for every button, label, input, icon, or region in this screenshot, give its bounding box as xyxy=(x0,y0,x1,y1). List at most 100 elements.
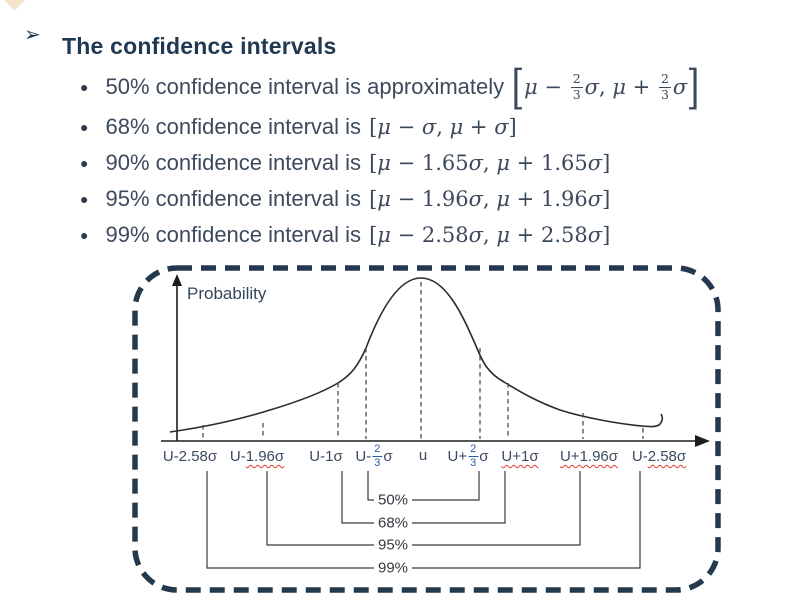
comma: , xyxy=(482,187,497,211)
open-bracket: [ xyxy=(369,223,378,247)
mu: μ xyxy=(524,75,538,99)
coefficient: 2.58 xyxy=(540,223,588,247)
denominator: 3 xyxy=(468,455,479,469)
item-text: 95% confidence interval is xyxy=(105,186,362,211)
sigma: σ xyxy=(494,115,509,139)
minus: − xyxy=(537,75,569,99)
minus: − xyxy=(390,223,422,247)
axis-label-plus-two-thirds: U+ 2 3 σ xyxy=(448,443,489,469)
denominator: 3 xyxy=(658,86,671,102)
normal-curve xyxy=(169,277,664,433)
x-axis-arrow-icon xyxy=(695,435,710,447)
mu: μ xyxy=(612,75,626,99)
plus: + xyxy=(510,187,541,211)
item-formula: [μ − σ, μ + σ] xyxy=(369,115,517,139)
close-bracket: ] xyxy=(602,223,611,247)
label-text: u xyxy=(418,447,428,464)
mu: μ xyxy=(496,223,510,247)
coefficient: 1.96 xyxy=(421,187,469,211)
close-bracket: ] xyxy=(686,59,700,115)
axis-label-minus-two-thirds: U- 2 3 σ xyxy=(355,443,392,469)
sigma: σ xyxy=(587,151,603,175)
axis-label-plus-196: U+1.96σ xyxy=(560,448,618,465)
plus: + xyxy=(510,223,541,247)
label-text-misspelled: 1.96σ xyxy=(245,448,285,465)
label-text-misspelled: 2.58σ xyxy=(647,448,687,465)
bullet-icon: ● xyxy=(80,79,89,95)
minus: − xyxy=(390,187,422,211)
interval-label-50: 50% xyxy=(377,491,409,509)
sigma: σ xyxy=(672,75,688,99)
mu: μ xyxy=(377,151,391,175)
label-text: U-2.58σ xyxy=(162,448,218,465)
mu: μ xyxy=(377,187,391,211)
axis-label-minus-196: U- 1.96σ xyxy=(230,448,284,465)
numerator: 2 xyxy=(374,443,381,455)
mu: μ xyxy=(377,223,391,247)
bullet-icon: ● xyxy=(80,191,89,207)
coefficient: 1.65 xyxy=(540,151,588,175)
item-text: 50% confidence interval is approximately xyxy=(105,74,505,99)
list-item-50: ● 50% confidence interval is approximate… xyxy=(80,59,700,115)
interval-brackets xyxy=(206,471,641,569)
diagram-canvas xyxy=(132,265,721,593)
label-text: σ xyxy=(383,447,393,465)
bracket-99-right xyxy=(412,471,641,569)
open-bracket: [ xyxy=(369,115,378,139)
open-bracket: [ xyxy=(511,59,525,115)
list-item-90: ● 90% confidence interval is [μ − 1.65 σ,… xyxy=(80,147,610,179)
sigma: σ xyxy=(587,223,603,247)
y-axis-arrow-icon xyxy=(172,274,182,286)
item-text: 90% confidence interval is xyxy=(105,150,362,175)
bullet-icon: ● xyxy=(80,227,89,243)
item-formula: [μ − 1.65 σ, μ + 1.65 σ] xyxy=(369,151,610,175)
list-item-95: ● 95% confidence interval is [μ − 1.96 σ,… xyxy=(80,183,610,215)
numerator: 2 xyxy=(470,443,477,455)
interval-label-99: 99% xyxy=(377,559,409,577)
numerator: 2 xyxy=(660,71,669,87)
bracket-95-left xyxy=(266,471,374,546)
label-text: U- xyxy=(229,448,246,465)
bracket-95-right xyxy=(412,471,581,546)
sigma: σ xyxy=(587,187,603,211)
axis-label-minus-258: U-2.58σ xyxy=(163,448,217,465)
list-item-68: ● 68% confidence interval is [μ − σ, μ +… xyxy=(80,111,517,143)
sigma: σ xyxy=(421,115,437,139)
coefficient: 2.58 xyxy=(421,223,469,247)
sigma: σ xyxy=(468,223,483,247)
plus: + xyxy=(463,115,495,139)
close-bracket: ] xyxy=(602,151,611,175)
plus: + xyxy=(626,75,657,99)
page-title: The confidence intervals xyxy=(62,33,337,60)
minus: − xyxy=(390,151,422,175)
mu: μ xyxy=(449,115,464,139)
bullet-icon: ● xyxy=(80,119,89,135)
close-bracket: ] xyxy=(508,115,517,139)
comma: , xyxy=(482,151,497,175)
interval-label-95: 95% xyxy=(377,536,409,554)
label-text-misspelled: U+1.96σ xyxy=(559,448,619,465)
axis-label-u: u xyxy=(419,447,427,464)
close-bracket: ] xyxy=(602,187,611,211)
corner-diamond-decoration xyxy=(2,0,27,11)
coefficient: 1.65 xyxy=(421,151,469,175)
label-text: U- xyxy=(631,448,648,465)
open-bracket: [ xyxy=(369,187,378,211)
bracket-68-left xyxy=(341,471,374,524)
reference-lines xyxy=(202,282,644,439)
item-formula: [μ − 1.96 σ, μ + 1.96 σ] xyxy=(369,187,610,211)
label-text: σ xyxy=(479,447,489,465)
title-pointer-bullet-icon: ➢ xyxy=(24,24,41,46)
bracket-68-right xyxy=(412,471,506,524)
sigma: σ xyxy=(468,187,483,211)
open-bracket: [ xyxy=(369,151,378,175)
mu: μ xyxy=(377,115,391,139)
bracket-99-left xyxy=(206,471,374,569)
numerator: 2 xyxy=(572,71,581,87)
bracket-50-left xyxy=(367,471,374,501)
comma: , xyxy=(482,223,497,247)
